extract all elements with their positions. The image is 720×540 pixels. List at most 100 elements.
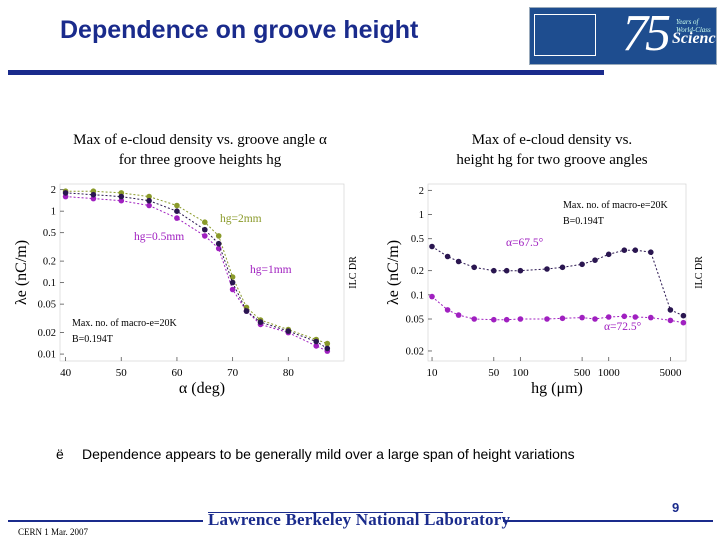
data-point [503, 267, 510, 274]
y-tick-label: 0.1 [43, 278, 56, 289]
data-point [313, 338, 320, 345]
x-tick-label: 10 [427, 367, 439, 379]
data-point [174, 215, 180, 221]
y-tick-label: 0.5 [411, 234, 424, 245]
x-axis-label: α (deg) [179, 380, 225, 397]
x-tick-label: 80 [283, 367, 295, 379]
data-point [471, 264, 477, 271]
data-point [257, 319, 264, 325]
data-point [229, 274, 236, 280]
data-point [544, 266, 550, 272]
data-point [146, 197, 152, 204]
right-chart-caption: Max of e-cloud density vs. height hg for… [392, 130, 712, 170]
x-tick-label: 50 [488, 367, 500, 379]
left-caption-line1: Max of e-cloud density vs. groove angle … [73, 132, 327, 148]
data-point [667, 307, 674, 313]
left-caption-line2: for three groove heights hg [118, 152, 282, 168]
data-point [605, 251, 612, 258]
data-point [229, 286, 236, 293]
data-point [429, 293, 435, 300]
data-point [202, 233, 208, 239]
data-point [544, 316, 550, 322]
data-point [90, 191, 97, 198]
bullet-icon: ë [56, 446, 64, 462]
y-tick-label: 0.02 [38, 328, 56, 339]
data-point [90, 195, 97, 202]
logo-subtitle: Years of World-Class [676, 18, 711, 34]
data-point [215, 233, 222, 239]
page-number: 9 [672, 500, 680, 515]
data-point [62, 190, 69, 196]
y-tick-label: 0.01 [38, 350, 56, 361]
x-tick-label: 500 [574, 367, 591, 379]
left-chart-caption: Max of e-cloud density vs. groove angle … [30, 130, 370, 170]
data-point [592, 316, 598, 322]
series-annotation: α=67.5° [506, 237, 544, 249]
data-point [243, 308, 250, 314]
right-caption-line2: height hg for two groove angles [456, 152, 648, 168]
chart-note: Max. no. of macro-e=20K [72, 318, 178, 329]
data-point [491, 267, 497, 274]
data-point [632, 247, 639, 253]
right-caption-line1: Max of e-cloud density vs. [471, 132, 633, 148]
logo-number: 75 [622, 7, 671, 62]
y-axis-label: λe (nC/m) [13, 240, 30, 305]
plot-frame [427, 183, 687, 362]
x-tick-label: 60 [171, 367, 183, 379]
data-point [229, 279, 236, 286]
data-point [455, 312, 462, 318]
data-point [429, 243, 435, 250]
data-point [579, 261, 585, 268]
y-tick-label: 0.2 [43, 257, 56, 268]
series-annotation: α=72.5° [604, 321, 642, 333]
data-point [146, 193, 152, 200]
data-point [517, 316, 524, 322]
x-axis-label: hg (μm) [531, 380, 583, 397]
x-tick-label: 100 [512, 367, 529, 379]
series-line [431, 246, 684, 317]
footer-rule-left [8, 520, 203, 522]
data-point [455, 258, 462, 265]
y-tick-label: 0.05 [406, 315, 424, 326]
data-point [648, 314, 654, 321]
data-point [648, 249, 654, 255]
side-label: ILC DR [348, 256, 359, 289]
data-point [118, 197, 125, 204]
y-tick-label: 1 [419, 210, 424, 221]
series-annotation: hg=0.5mm [134, 231, 184, 243]
data-point [471, 316, 477, 322]
data-point [324, 345, 331, 352]
data-point [202, 226, 208, 233]
data-point [202, 219, 208, 225]
y-tick-label: 0.5 [43, 228, 56, 239]
title-divider [8, 70, 604, 75]
y-tick-label: 0.05 [38, 300, 56, 311]
lab-logo: 75 Years of World-Class Science [529, 7, 717, 65]
data-point [503, 316, 510, 323]
data-point [285, 328, 292, 334]
y-axis-label: λe (nC/m) [385, 240, 402, 305]
plot-frame [59, 183, 345, 362]
footer-rule-right [503, 520, 713, 522]
chart-density-vs-angle: 2 1 0.5 0.2 0.1 0.05 0.02 0.01 40 50 60 70 80 α (deg)… [13, 183, 359, 397]
data-point [215, 245, 222, 252]
data-point [667, 317, 674, 324]
series-annotation: hg=2mm [220, 213, 262, 225]
data-point [680, 319, 687, 326]
y-tick-label: 0.02 [406, 346, 424, 357]
y-tick-label: 0.1 [411, 290, 424, 301]
y-tick-label: 1 [51, 207, 56, 218]
data-point [632, 314, 639, 320]
data-point [174, 202, 180, 209]
data-point [118, 193, 125, 200]
x-tick-label: 40 [60, 367, 72, 379]
footer-lab-rule [208, 512, 503, 513]
data-point [174, 208, 180, 214]
y-tick-label: 2 [419, 186, 424, 197]
data-point [444, 307, 451, 313]
data-point [680, 312, 687, 319]
bullet-text: Dependence appears to be generally mild … [82, 446, 575, 462]
data-point [324, 340, 331, 347]
data-point [579, 314, 585, 321]
